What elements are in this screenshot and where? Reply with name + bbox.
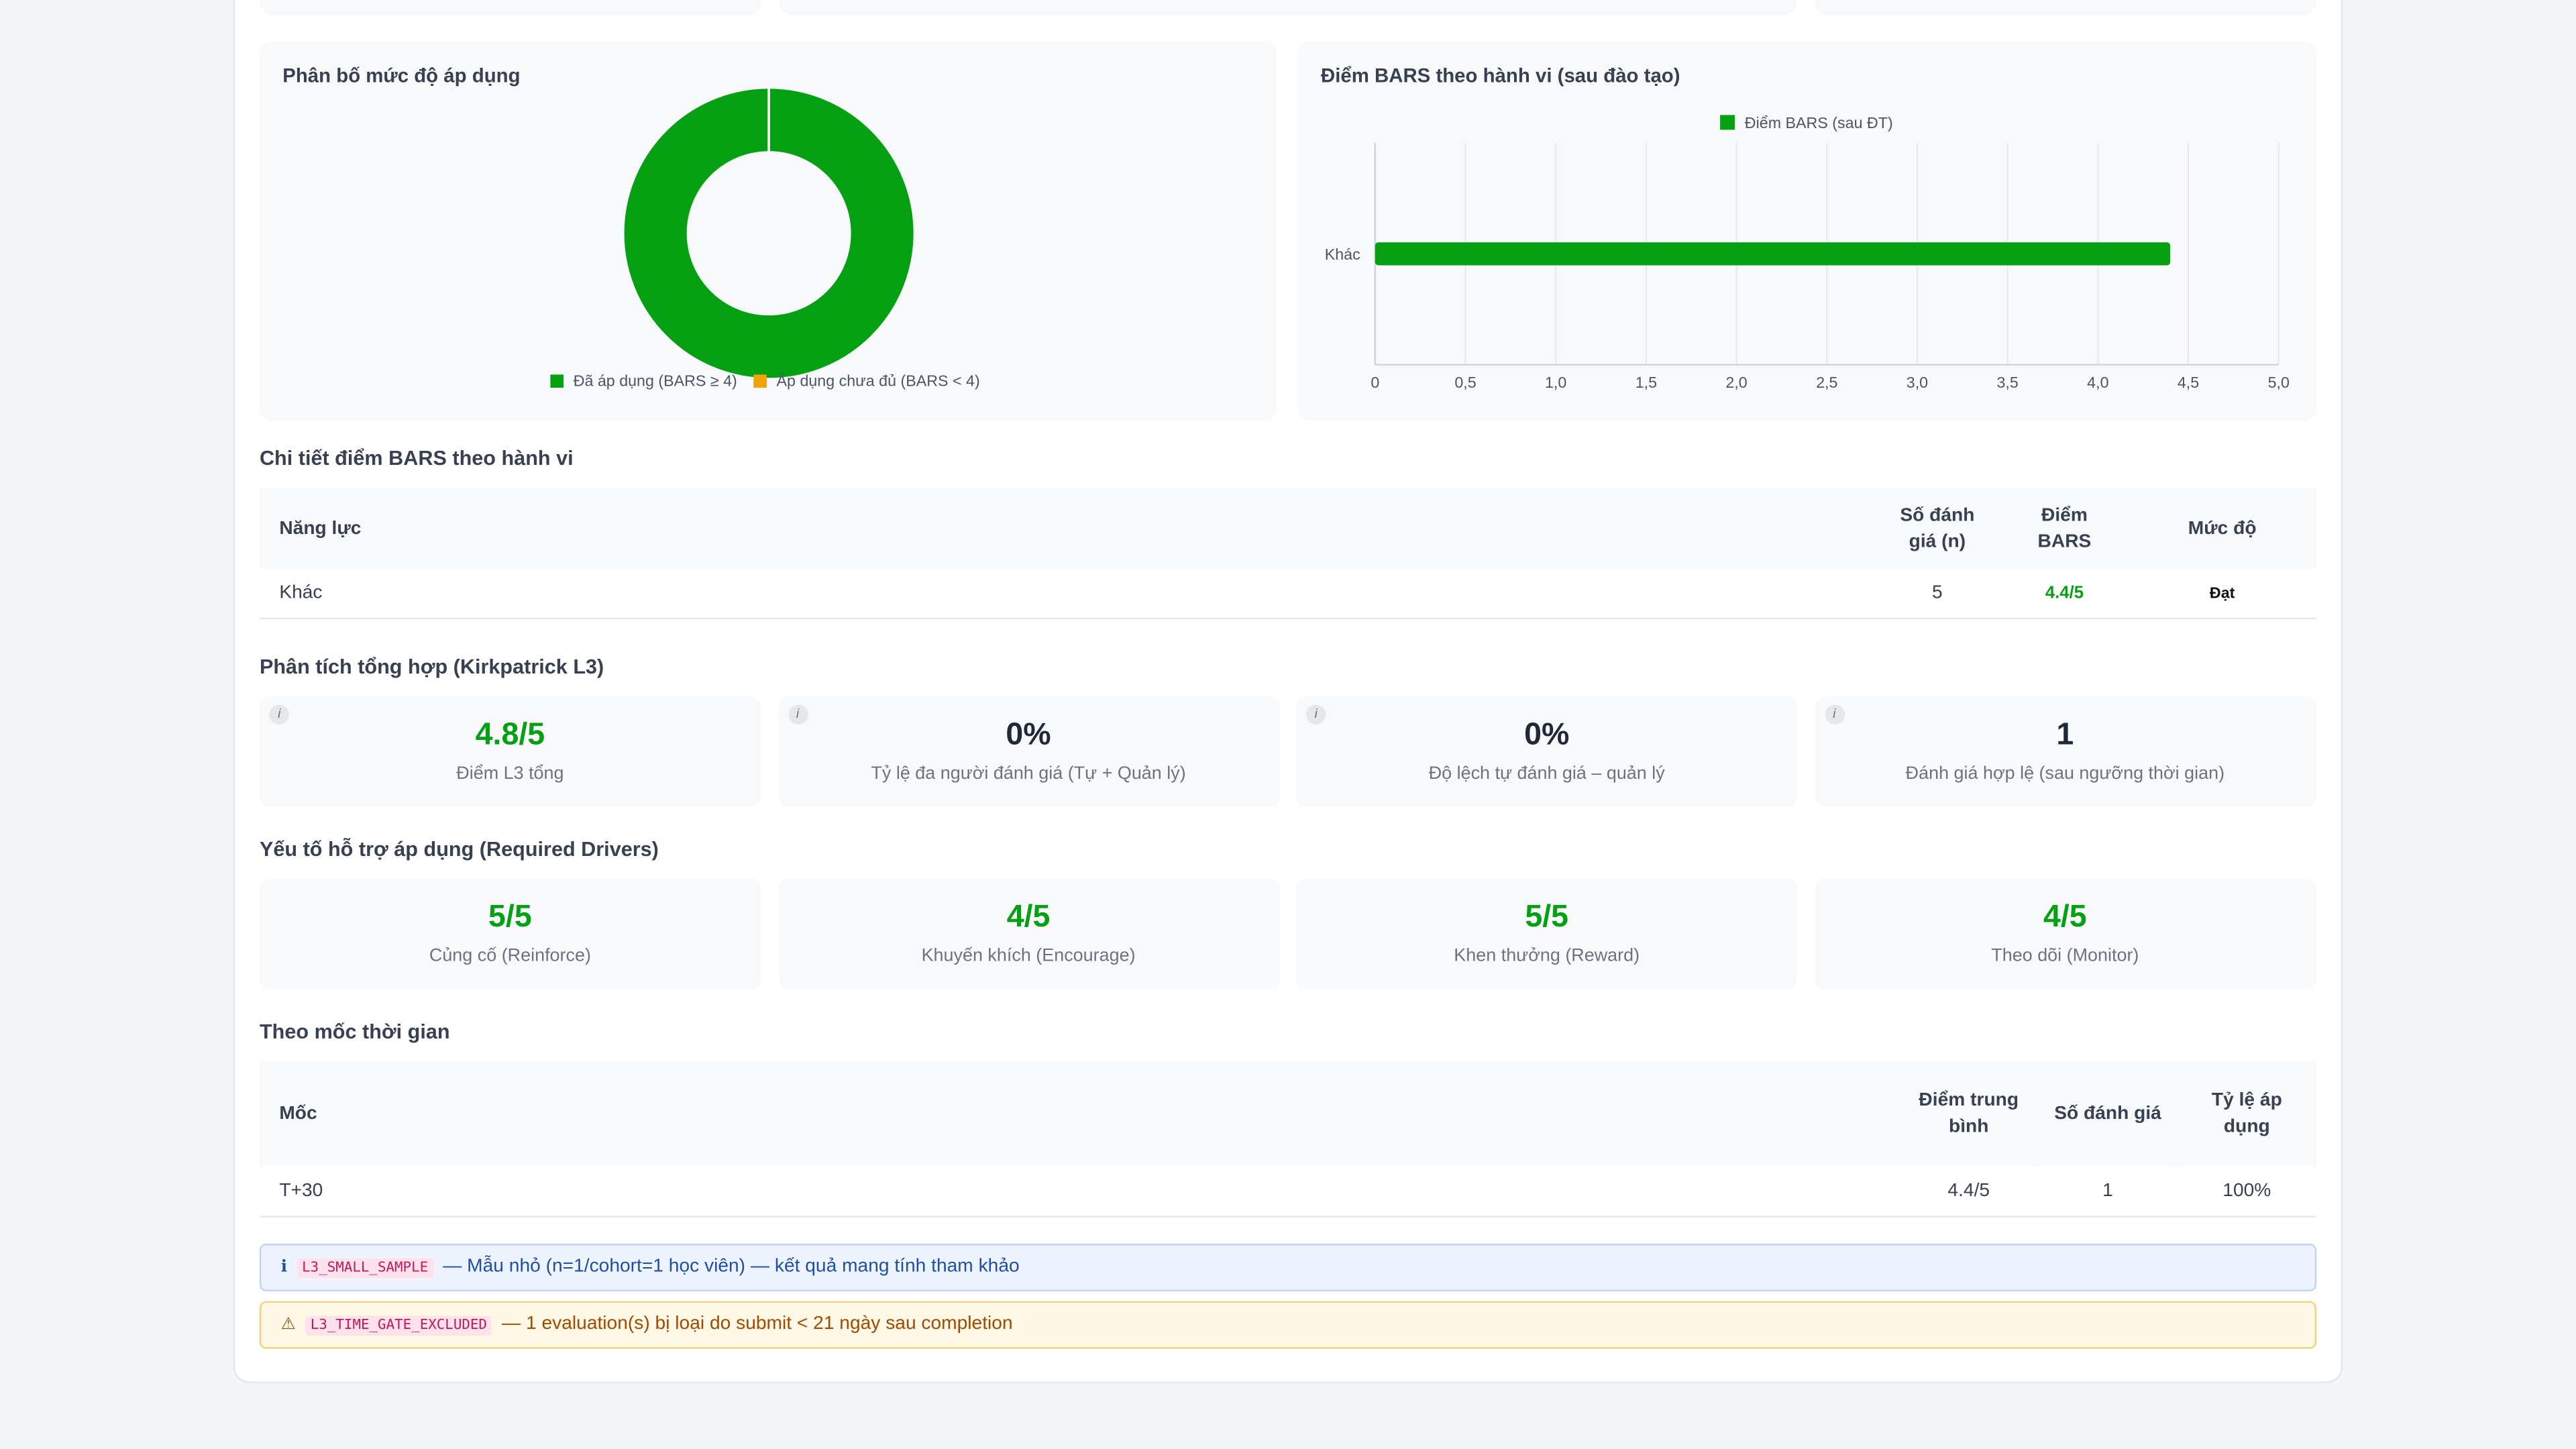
legend-label: Đã áp dụng (BARS ≥ 4) bbox=[574, 372, 737, 390]
y-tick-label: Khác bbox=[1325, 246, 1360, 263]
x-tick-label: 5,0 bbox=[2268, 374, 2290, 391]
alert-text: — Mẫu nhỏ (n=1/cohort=1 học viên) — kết … bbox=[443, 1256, 1020, 1277]
x-tick-label: 2,0 bbox=[1725, 374, 1747, 391]
column-header: Điểm trung bình bbox=[1899, 1061, 2039, 1167]
info-icon[interactable]: i bbox=[1824, 704, 1844, 725]
stat-value: 5/5 bbox=[1525, 900, 1569, 935]
stat-card: 5/5 Củng cố (Reinforce) bbox=[259, 879, 761, 989]
legend-swatch bbox=[753, 374, 767, 388]
info-icon[interactable]: i bbox=[788, 704, 808, 725]
table-row: Khác 5 4.4/5 Đạt bbox=[259, 568, 2317, 620]
stat-label: Điểm L3 tổng bbox=[456, 763, 564, 784]
x-tick-label: 0 bbox=[1371, 374, 1379, 391]
stat-value: 0% bbox=[1006, 718, 1051, 753]
legend-label: Điểm BARS (sau ĐT) bbox=[1745, 114, 1893, 131]
stat-label: Theo dõi (Monitor) bbox=[1991, 946, 2139, 967]
stat-card: 4/5 Khuyến khích (Encourage) bbox=[777, 879, 1279, 989]
column-header: Mức độ bbox=[2128, 488, 2317, 569]
x-tick-label: 2,5 bbox=[1816, 374, 1837, 391]
stat-value: 0% bbox=[1524, 718, 1570, 753]
table-head: Mốc Điểm trung bình Số đánh giá Tỷ lệ áp dụ… bbox=[259, 1061, 2317, 1167]
stat-label: Tỷ lệ đa người đánh giá (Tự + Quản lý) bbox=[871, 763, 1186, 784]
table-head: Năng lực Số đánh giá (n) Điểm BARS Mức độ bbox=[259, 488, 2317, 569]
table-row: T+30 4.4/5 1 100% bbox=[259, 1166, 2317, 1218]
column-header: Năng lực bbox=[259, 488, 1874, 569]
chart-title: Phân bố mức độ áp dụng bbox=[282, 64, 521, 87]
table-cell: T+30 bbox=[259, 1166, 1900, 1218]
stat-label: Độ lệch tự đánh giá – quản lý bbox=[1428, 763, 1665, 784]
card-partial bbox=[778, 0, 1798, 15]
table-cell: 4.4/5 bbox=[2000, 568, 2129, 620]
stat-value: 4/5 bbox=[1006, 900, 1051, 935]
info-icon[interactable]: i bbox=[269, 704, 290, 725]
stat-value: 4.8/5 bbox=[475, 718, 545, 753]
legend-swatch bbox=[1720, 115, 1735, 130]
section-title: Phân tích tổng hợp (Kirkpatrick L3) bbox=[259, 655, 604, 679]
stat-card: 5/5 Khen thưởng (Reward) bbox=[1296, 879, 1798, 989]
bar bbox=[1375, 242, 2171, 266]
column-header: Số đánh giá (n) bbox=[1874, 488, 2001, 569]
donut-segment bbox=[624, 89, 914, 378]
alert-code: L3_SMALL_SAMPLE bbox=[297, 1258, 433, 1279]
table-cell: 1 bbox=[2038, 1166, 2178, 1218]
x-tick-label: 1,0 bbox=[1545, 374, 1566, 391]
stat-card: i 0% Độ lệch tự đánh giá – quản lý bbox=[1296, 696, 1798, 807]
table-cell: Đạt bbox=[2128, 568, 2317, 620]
stat-label: Đánh giá hợp lệ (sau ngưỡng thời gian) bbox=[1905, 763, 2225, 784]
x-tick-label: 3,0 bbox=[1907, 374, 1928, 391]
legend-label: Áp dụng chưa đủ (BARS < 4) bbox=[777, 372, 980, 390]
alert-icon: ⚠ bbox=[280, 1315, 296, 1334]
section-title: Chi tiết điểm BARS theo hành vi bbox=[259, 447, 574, 470]
stat-label: Khuyến khích (Encourage) bbox=[921, 946, 1136, 967]
chart-card: Phân bố mức độ áp dụng Đã áp dụng (BARS … bbox=[259, 41, 1277, 421]
card-partial bbox=[1815, 0, 2317, 15]
header-row: Năng lực Số đánh giá (n) Điểm BARS Mức độ bbox=[259, 488, 2317, 569]
column-header: Tỷ lệ áp dụng bbox=[2177, 1061, 2317, 1167]
alert-text: — 1 evaluation(s) bị loại do submit < 21… bbox=[502, 1313, 1013, 1334]
legend-swatch bbox=[550, 374, 564, 388]
table-cell: Khác bbox=[259, 568, 1874, 620]
section-title: Theo mốc thời gian bbox=[259, 1020, 450, 1044]
stat-value: 5/5 bbox=[488, 900, 532, 935]
stat-value: 4/5 bbox=[2043, 900, 2087, 935]
alert: ⚠ L3_TIME_GATE_EXCLUDED — 1 evaluation(s) … bbox=[259, 1300, 2317, 1348]
alert: ℹ L3_SMALL_SAMPLE — Mẫu nhỏ (n=1/cohort=1 … bbox=[259, 1243, 2317, 1291]
info-icon[interactable]: i bbox=[1305, 704, 1326, 725]
stat-card: i 0% Tỷ lệ đa người đánh giá (Tự + Quản lý… bbox=[777, 696, 1279, 807]
x-tick-label: 4,0 bbox=[2087, 374, 2108, 391]
stat-card: i 4.8/5 Điểm L3 tổng bbox=[259, 696, 761, 807]
table-cell: 4.4/5 bbox=[1899, 1166, 2039, 1218]
card-partial bbox=[259, 0, 761, 15]
section-title: Yếu tố hỗ trợ áp dụng (Required Drivers) bbox=[259, 837, 659, 861]
stat-card: i 1 Đánh giá hợp lệ (sau ngưỡng thời gian) bbox=[1814, 696, 2316, 807]
table-body: Khác 5 4.4/5 Đạt bbox=[259, 568, 2317, 620]
stat-label: Khen thưởng (Reward) bbox=[1454, 946, 1640, 967]
alert-icon: ℹ bbox=[280, 1258, 288, 1277]
bar-chart: 0 0,5 1,0 1,5 2,0 2,5 3,0 3,5 4,0 4,5 5,0 Khác Điểm … bbox=[1325, 114, 2290, 391]
column-header: Điểm BARS bbox=[2000, 488, 2129, 569]
alert-code: L3_TIME_GATE_EXCLUDED bbox=[305, 1315, 492, 1335]
detail-table: Năng lực Số đánh giá (n) Điểm BARS Mức độ Kh… bbox=[259, 488, 2317, 620]
x-tick-label: 1,5 bbox=[1635, 374, 1657, 391]
chart-card: Điểm BARS theo hành vi (sau đào tạo) 0 0,… bbox=[1297, 41, 2317, 421]
stat-label: Củng cố (Reinforce) bbox=[429, 946, 591, 967]
table-cell: 5 bbox=[1874, 568, 2001, 620]
x-tick-label: 4,5 bbox=[2178, 374, 2199, 391]
column-header: Số đánh giá bbox=[2038, 1061, 2178, 1167]
stat-card: 4/5 Theo dõi (Monitor) bbox=[1814, 879, 2316, 989]
donut-chart: Đã áp dụng (BARS ≥ 4) Áp dụng chưa đủ (BA… bbox=[550, 87, 980, 390]
x-tick-label: 0,5 bbox=[1454, 374, 1476, 391]
table-body: T+30 4.4/5 1 100% bbox=[259, 1166, 2317, 1218]
stat-value: 1 bbox=[2056, 718, 2074, 753]
x-tick-label: 3,5 bbox=[1996, 374, 2018, 391]
header-row: Mốc Điểm trung bình Số đánh giá Tỷ lệ áp dụ… bbox=[259, 1061, 2317, 1167]
column-header: Mốc bbox=[259, 1061, 1900, 1167]
chart-title: Điểm BARS theo hành vi (sau đào tạo) bbox=[1320, 64, 1680, 87]
timeline-table: Mốc Điểm trung bình Số đánh giá Tỷ lệ áp dụ… bbox=[259, 1061, 2317, 1218]
table-cell: 100% bbox=[2177, 1166, 2317, 1218]
